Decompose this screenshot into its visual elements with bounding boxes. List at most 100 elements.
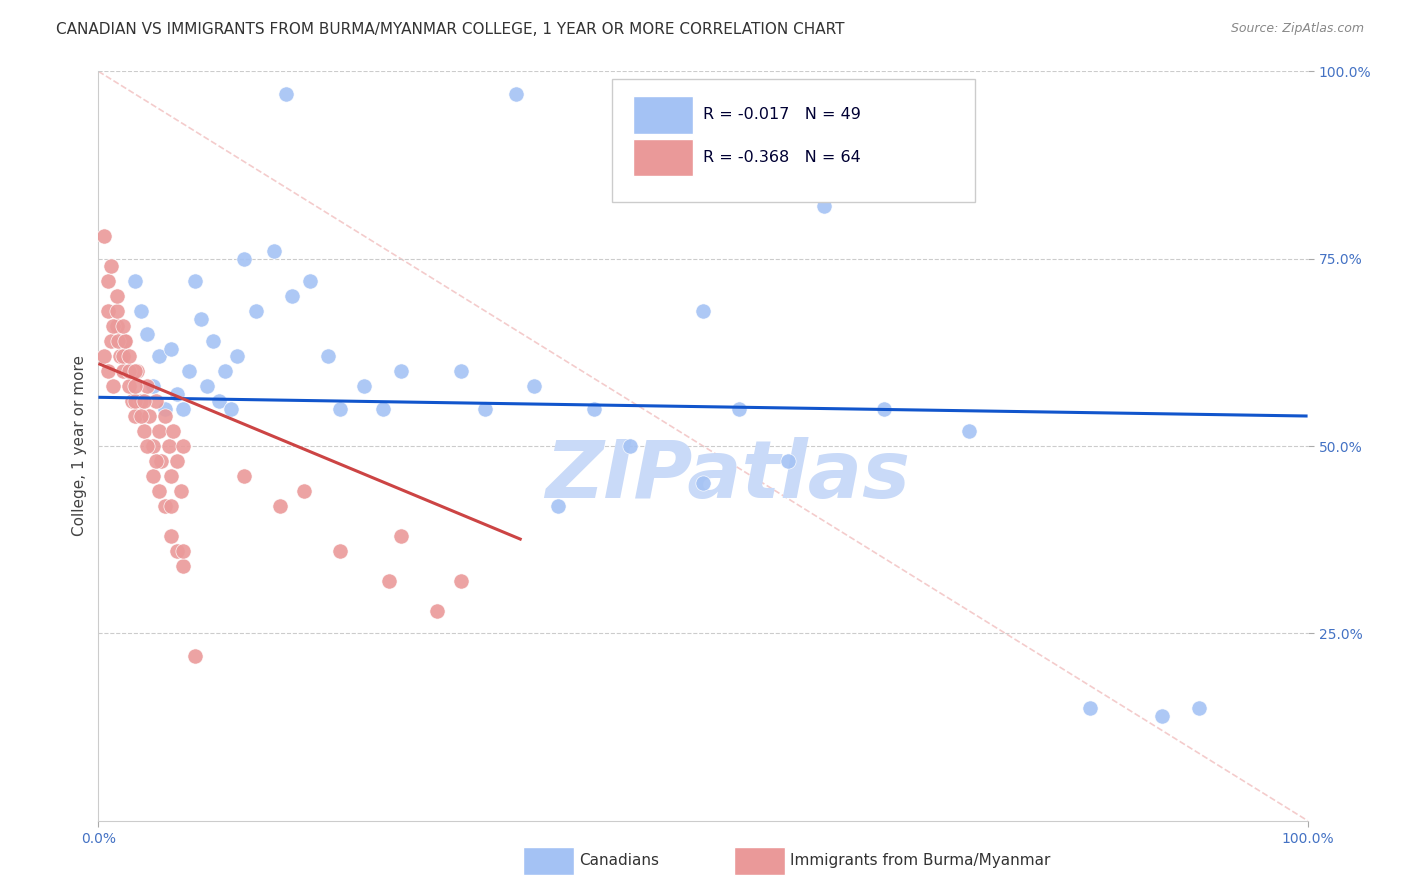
Point [101, 379, 124, 393]
Point [124, 409, 146, 423]
Point [583, 401, 606, 416]
Point [111, 364, 134, 378]
Point [160, 529, 183, 543]
Point [692, 304, 714, 318]
Point [93, 349, 115, 363]
Point [162, 424, 184, 438]
Point [172, 439, 194, 453]
Point [124, 274, 146, 288]
Text: Immigrants from Burma/Myanmar: Immigrants from Burma/Myanmar [790, 854, 1050, 868]
Point [957, 424, 980, 438]
Point [105, 304, 128, 318]
Point [100, 259, 122, 273]
Point [124, 394, 146, 409]
Point [776, 454, 799, 468]
Point [118, 364, 141, 378]
Point [692, 476, 714, 491]
Point [281, 289, 304, 303]
Point [138, 409, 160, 423]
Point [160, 342, 183, 356]
Point [389, 529, 412, 543]
Point [142, 379, 165, 393]
Point [148, 424, 170, 438]
Point [1152, 708, 1174, 723]
Point [145, 394, 167, 409]
Point [208, 394, 231, 409]
Point [105, 289, 128, 303]
FancyBboxPatch shape [633, 96, 693, 134]
Point [160, 469, 183, 483]
Point [474, 401, 496, 416]
Point [523, 379, 546, 393]
Point [274, 87, 297, 101]
Point [121, 394, 143, 409]
Point [292, 483, 315, 498]
Y-axis label: College, 1 year or more: College, 1 year or more [72, 356, 87, 536]
Text: ZIPatlas: ZIPatlas [544, 437, 910, 515]
Point [129, 394, 152, 409]
Point [269, 499, 291, 513]
Text: R = -0.017   N = 49: R = -0.017 N = 49 [703, 106, 860, 121]
Point [1188, 701, 1211, 715]
Point [619, 439, 641, 453]
Point [148, 349, 170, 363]
Point [118, 364, 141, 378]
Point [135, 379, 157, 393]
Point [93, 229, 115, 244]
Point [195, 379, 218, 393]
Point [97, 304, 120, 318]
Text: CANADIAN VS IMMIGRANTS FROM BURMA/MYANMAR COLLEGE, 1 YEAR OR MORE CORRELATION CH: CANADIAN VS IMMIGRANTS FROM BURMA/MYANMA… [56, 22, 845, 37]
Point [134, 424, 156, 438]
Point [124, 379, 146, 393]
Point [150, 454, 173, 468]
Point [190, 311, 212, 326]
Point [299, 274, 322, 288]
Point [142, 469, 165, 483]
Point [135, 439, 157, 453]
Point [184, 274, 207, 288]
Text: R = -0.368   N = 64: R = -0.368 N = 64 [703, 150, 860, 165]
Point [329, 544, 352, 558]
Point [450, 364, 472, 378]
Point [450, 574, 472, 588]
Point [245, 304, 267, 318]
Text: Source: ZipAtlas.com: Source: ZipAtlas.com [1230, 22, 1364, 36]
Point [157, 439, 180, 453]
Point [160, 499, 183, 513]
Point [389, 364, 412, 378]
Point [232, 252, 254, 266]
Point [172, 558, 194, 573]
Point [97, 364, 120, 378]
Point [107, 334, 129, 348]
Text: Canadians: Canadians [579, 854, 659, 868]
Point [101, 319, 124, 334]
Point [910, 154, 932, 169]
Point [184, 648, 207, 663]
Point [129, 409, 152, 423]
Point [108, 349, 131, 363]
Point [377, 574, 399, 588]
Point [214, 364, 236, 378]
Point [426, 604, 449, 618]
Point [813, 199, 835, 213]
Point [329, 401, 352, 416]
Point [166, 386, 188, 401]
Point [114, 334, 136, 348]
Point [226, 349, 249, 363]
Point [153, 409, 176, 423]
Point [202, 334, 225, 348]
Point [145, 454, 167, 468]
Point [153, 401, 176, 416]
Point [728, 401, 751, 416]
Point [179, 364, 201, 378]
Point [114, 334, 136, 348]
Point [129, 304, 152, 318]
Point [148, 483, 170, 498]
FancyBboxPatch shape [613, 78, 976, 202]
Point [97, 274, 120, 288]
Point [547, 499, 569, 513]
Point [118, 379, 141, 393]
Point [142, 439, 165, 453]
Point [118, 349, 141, 363]
Point [134, 394, 156, 409]
